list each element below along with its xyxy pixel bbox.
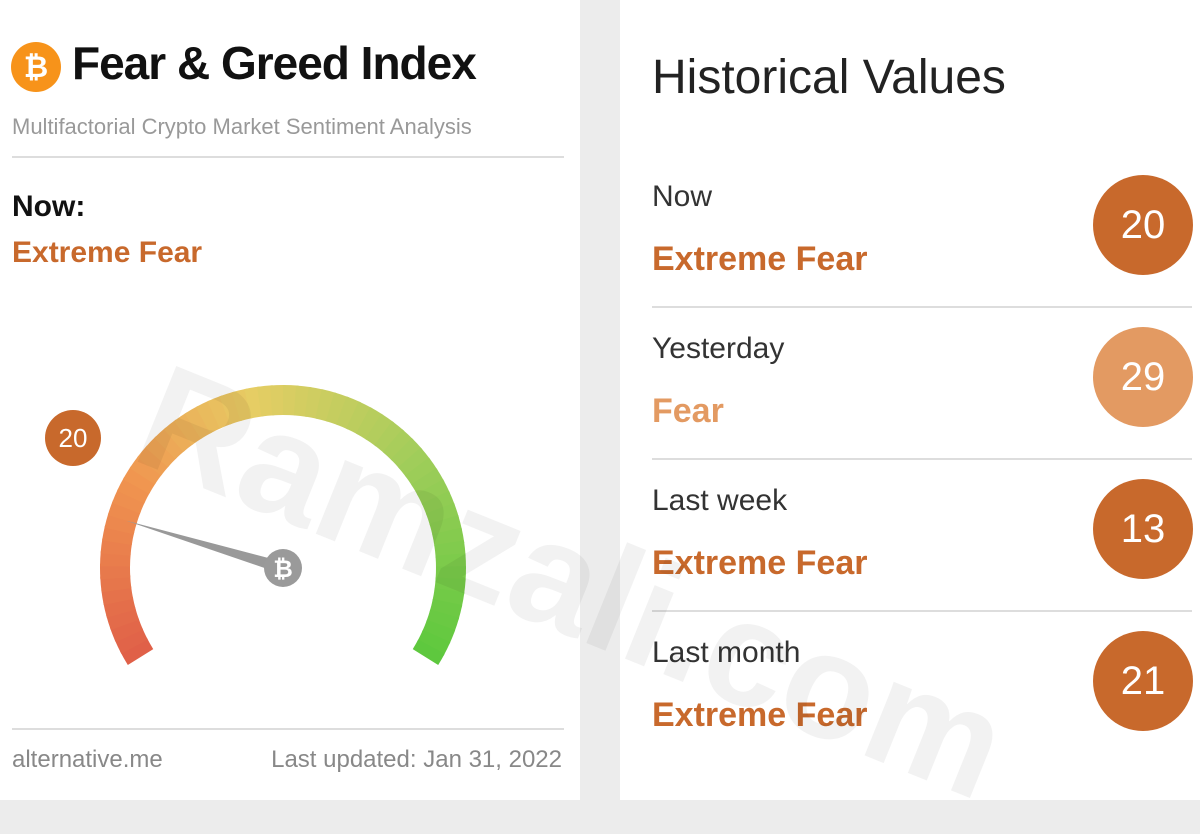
history-panel: Historical Values Now Extreme Fear 20 Yeste… (620, 0, 1200, 800)
row-status: Fear (652, 392, 724, 431)
page: ₿ Fear & Greed Index Multifactorial Cryp… (0, 0, 1200, 800)
value-circle: 13 (1093, 479, 1193, 579)
gauge-panel: ₿ Fear & Greed Index Multifactorial Cryp… (0, 0, 580, 800)
gauge-value: 20 (45, 410, 101, 466)
row-label: Last month (652, 636, 800, 670)
history-title: Historical Values (652, 50, 1006, 105)
value-circle: 29 (1093, 327, 1193, 427)
row-label: Yesterday (652, 332, 784, 366)
row-status: Extreme Fear (652, 240, 867, 279)
gauge-arc (425, 647, 431, 657)
divider (652, 610, 1192, 612)
last-updated: Last updated: Jan 31, 2022 (271, 746, 562, 774)
value-circle: 21 (1093, 631, 1193, 731)
needle-hub-icon: ₿ (273, 555, 293, 583)
divider (652, 306, 1192, 308)
source: alternative.me (12, 746, 163, 774)
now-status: Extreme Fear (12, 236, 202, 270)
value-circle: 20 (1093, 175, 1193, 275)
row-label: Last week (652, 484, 787, 518)
bitcoin-icon: ₿ (10, 36, 62, 98)
gauge-needle (126, 521, 285, 574)
row-status: Extreme Fear (652, 544, 867, 583)
title: Fear & Greed Index (72, 36, 476, 90)
subtitle: Multifactorial Crypto Market Sentiment A… (12, 114, 472, 140)
svg-text:₿: ₿ (24, 50, 48, 85)
gauge: ₿ (0, 270, 580, 710)
divider (12, 728, 564, 730)
divider (652, 458, 1192, 460)
now-label: Now: (12, 190, 85, 224)
divider (12, 156, 564, 158)
row-label: Now (652, 180, 712, 214)
row-status: Extreme Fear (652, 696, 867, 735)
